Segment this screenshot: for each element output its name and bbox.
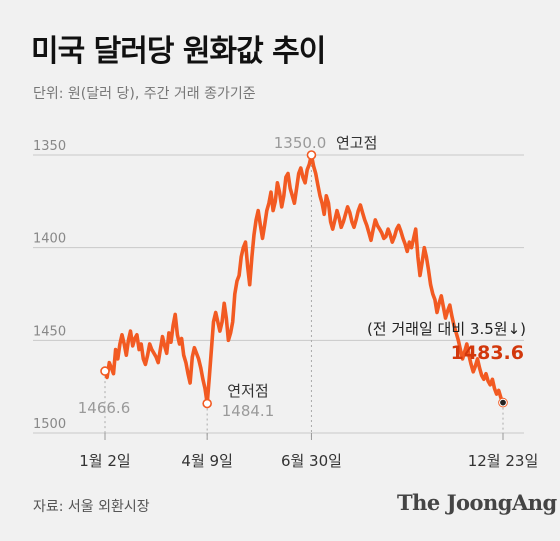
annotation-low-value: 1484.1	[222, 402, 275, 420]
source-note: 자료: 서울 외환시장	[33, 499, 150, 515]
y-tick-label-1350: 1350	[33, 139, 66, 154]
annotation-change-note: (전 거래일 대비 3.5원↓)	[367, 320, 526, 338]
x-tick-label-4: 12월 23일	[468, 452, 539, 470]
x-tick-label-2: 4월 9일	[181, 452, 232, 470]
annotation-high-label: 연고점	[336, 134, 377, 152]
y-tick-label-1500: 1500	[33, 417, 66, 432]
annotation-high-value: 1350.0	[274, 134, 327, 152]
unit-note: 단위: 원(달러 당), 주간 거래 종가기준	[33, 86, 256, 102]
y-tick-label-1450: 1450	[33, 324, 66, 339]
end-point-marker	[499, 398, 507, 407]
annotation-latest-value: 1483.6	[451, 342, 524, 364]
line-chart: 1350 1400 1450 1500 1월 2일 4월 9일 6월 30일 12월 23일 1…	[33, 134, 539, 470]
y-tick-label-1400: 1400	[33, 232, 66, 247]
x-tick-label-3: 6월 30일	[281, 452, 342, 470]
x-tick-label-1: 1월 2일	[79, 452, 130, 470]
point-marker-3	[306, 150, 317, 160]
brand-logo: The JoongAng	[397, 490, 557, 515]
annotation-low-label: 연저점	[227, 382, 268, 400]
point-marker-2	[202, 398, 212, 409]
annotation-start-value: 1466.6	[78, 399, 131, 417]
point-marker-1	[100, 366, 110, 376]
series-line	[103, 153, 505, 406]
page-title: 미국 달러당 원화값 추이	[31, 34, 326, 69]
